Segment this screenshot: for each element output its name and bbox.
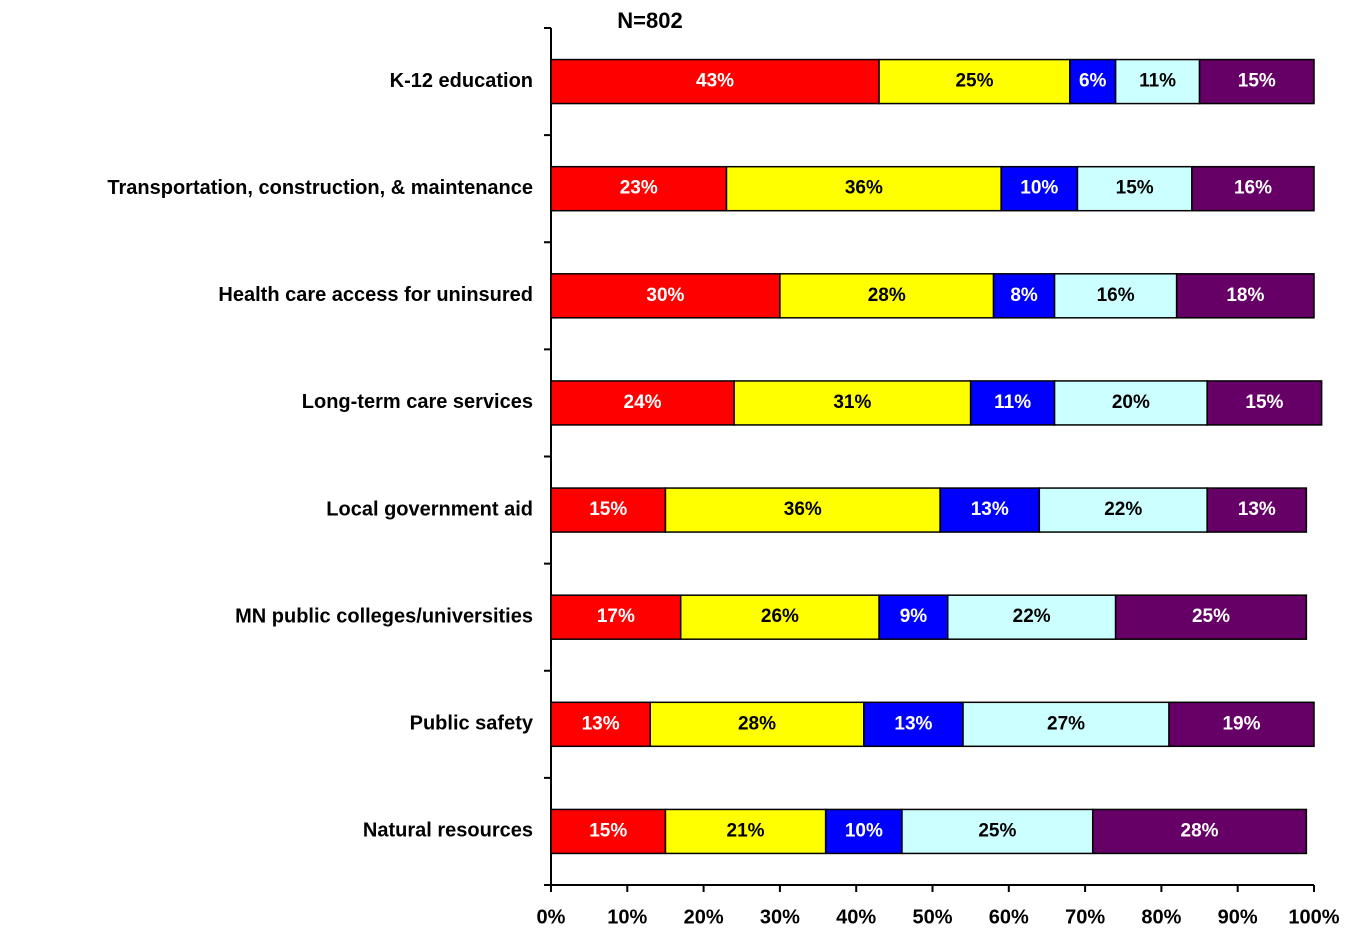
value-label: 15% (1245, 392, 1283, 413)
x-tick-label: 40% (836, 906, 876, 928)
value-label: 10% (845, 820, 883, 841)
value-label: 11% (1139, 71, 1176, 92)
x-tick-label: 0% (537, 906, 566, 928)
bar-segment (1175, 273, 1315, 319)
y-tick-label: MN public colleges/universities (235, 605, 533, 627)
y-tick-label: Health care access for uninsured (218, 284, 533, 306)
bar-segment (550, 808, 667, 855)
bar-segment (1206, 380, 1323, 426)
x-tick-label: 100% (1288, 906, 1339, 928)
bar-segment (679, 594, 880, 640)
bar-segment (1206, 487, 1308, 533)
value-label: 24% (624, 392, 662, 413)
bar-segment (1114, 58, 1201, 105)
bar-segment (969, 380, 1056, 426)
value-label: 27% (1047, 713, 1085, 734)
value-label: 22% (1013, 606, 1051, 627)
value-label: 8% (1010, 285, 1038, 306)
value-label: 15% (1116, 178, 1154, 199)
bar-segment (992, 273, 1056, 319)
value-label: 6% (1079, 71, 1107, 92)
bar-segment (1198, 58, 1315, 105)
bar-segment (550, 380, 735, 426)
y-tick-label: Transportation, construction, & maintena… (107, 177, 533, 199)
bar-segment (863, 701, 964, 748)
x-tick-label: 90% (1218, 906, 1258, 928)
bar-segment (1114, 594, 1308, 640)
value-label: 19% (1222, 713, 1260, 734)
bar-segment (550, 701, 651, 748)
value-label: 17% (597, 606, 635, 627)
value-label: 11% (994, 392, 1031, 413)
value-label: 28% (738, 713, 776, 734)
bar-segment (878, 58, 1071, 105)
bar-segment (1000, 165, 1079, 212)
bar-segment (1191, 165, 1315, 212)
value-label: 28% (868, 285, 906, 306)
bar-segment (550, 165, 728, 212)
bar-segment (1069, 58, 1117, 105)
value-label: 36% (845, 178, 883, 199)
value-label: 16% (1097, 285, 1135, 306)
bar-segment (1091, 808, 1308, 855)
bar-segment (947, 594, 1117, 640)
chart-title: N=802 (617, 8, 682, 33)
value-label: 15% (589, 499, 627, 520)
value-label: 25% (1192, 606, 1230, 627)
value-label: 9% (900, 606, 928, 627)
value-label: 13% (1238, 499, 1276, 520)
bar-segment (901, 808, 1094, 855)
value-label: 43% (696, 71, 734, 92)
y-tick-label: Public safety (410, 713, 534, 735)
x-tick-label: 70% (1065, 906, 1105, 928)
value-label: 10% (1020, 178, 1058, 199)
x-tick-label: 10% (607, 906, 647, 928)
value-label: 36% (784, 499, 822, 520)
value-label: 13% (894, 713, 932, 734)
bar-segment (550, 58, 880, 105)
y-tick-label: Local government aid (326, 498, 533, 520)
x-tick-label: 50% (912, 906, 952, 928)
bar-segment (1053, 380, 1208, 426)
value-label: 20% (1112, 392, 1150, 413)
bar-segment (962, 701, 1170, 748)
value-label: 23% (620, 178, 658, 199)
bar-segment (939, 487, 1041, 533)
value-label: 26% (761, 606, 799, 627)
y-tick-label: Long-term care services (302, 391, 533, 413)
x-tick-label: 30% (760, 906, 800, 928)
bar-segment (779, 273, 995, 319)
y-tick-label: Natural resources (363, 820, 533, 842)
value-label: 15% (589, 820, 627, 841)
bar-segment (1038, 487, 1208, 533)
value-label: 30% (646, 285, 684, 306)
value-label: 18% (1226, 285, 1264, 306)
value-label: 13% (582, 713, 620, 734)
bar-segment (1053, 273, 1178, 319)
bar-segment (550, 487, 667, 533)
value-label: 16% (1234, 178, 1272, 199)
value-label: 15% (1238, 71, 1276, 92)
value-label: 25% (978, 820, 1016, 841)
bar-segment (1168, 701, 1315, 748)
x-tick-label: 80% (1141, 906, 1181, 928)
bar-segment (725, 165, 1002, 212)
y-tick-label: K-12 education (390, 70, 533, 92)
value-label: 25% (955, 71, 993, 92)
value-label: 13% (971, 499, 1009, 520)
x-tick-label: 20% (684, 906, 724, 928)
value-label: 21% (727, 820, 765, 841)
bar-segment (664, 487, 941, 533)
value-label: 31% (833, 392, 871, 413)
value-label: 28% (1181, 820, 1219, 841)
value-label: 22% (1104, 499, 1142, 520)
x-tick-label: 60% (989, 906, 1029, 928)
bar-segment (664, 808, 827, 855)
